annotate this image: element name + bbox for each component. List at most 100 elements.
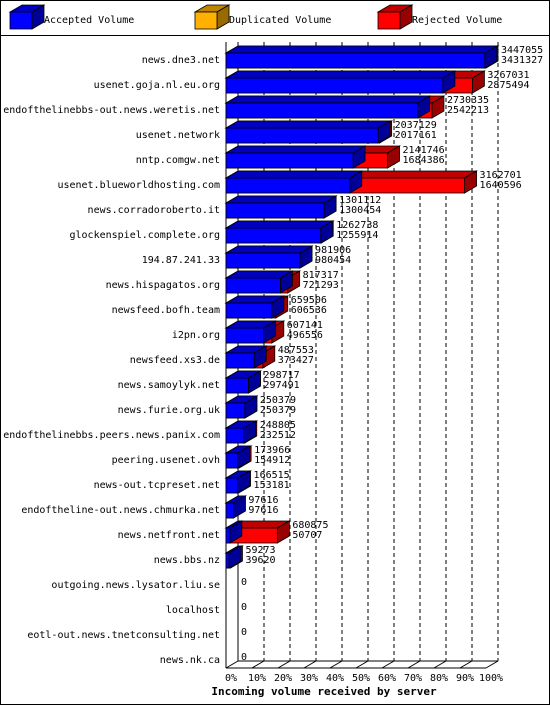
accepted-bar-face xyxy=(225,77,444,94)
value-label: 50707 xyxy=(292,530,322,541)
accepted-bar-face xyxy=(224,45,499,54)
tick-mark xyxy=(329,660,343,669)
accepted-bar-face xyxy=(225,327,264,344)
value-label: 496556 xyxy=(287,330,323,341)
value-label: 680875 xyxy=(292,520,328,531)
accepted-bar xyxy=(224,495,247,519)
value-label: 1262738 xyxy=(336,220,378,231)
y-tick-label: newsfeed.xs3.de xyxy=(130,355,220,366)
accepted-bar-face xyxy=(225,177,351,194)
accepted-bar-face xyxy=(224,145,367,154)
value-label: 0 xyxy=(241,602,247,613)
accepted-bar-face xyxy=(225,377,249,394)
accepted-bar-face xyxy=(225,402,246,419)
y-tick-label: glockenspiel.complete.org xyxy=(69,230,220,241)
accepted-bar-face xyxy=(224,120,392,129)
accepted-bar-face xyxy=(225,502,234,519)
accepted-bar-face xyxy=(225,552,230,569)
y-tick-label: news-out.tcpreset.net xyxy=(94,480,220,491)
accepted-bar-face xyxy=(225,277,281,294)
value-label: 3431327 xyxy=(501,55,543,66)
accepted-bar xyxy=(224,220,335,244)
value-label: 1640596 xyxy=(480,180,522,191)
accepted-bar-face xyxy=(225,127,379,144)
accepted-bar-face xyxy=(225,477,238,494)
accepted-bar-face xyxy=(225,102,419,119)
accepted-bar xyxy=(224,145,367,169)
value-label: 0 xyxy=(241,577,247,588)
y-tick-label: peering.usenet.ovh xyxy=(112,455,220,466)
x-tick-label: 0% xyxy=(225,673,237,684)
accepted-bar-face xyxy=(224,70,457,79)
y-tick-label: 194.87.241.33 xyxy=(142,255,220,266)
accepted-bar-face xyxy=(225,202,325,219)
accepted-bar xyxy=(224,520,244,544)
value-label: 250379 xyxy=(260,405,296,416)
value-label: 0 xyxy=(241,652,247,663)
y-tick-label: endoftheline-out.news.chmurka.net xyxy=(21,505,220,516)
accepted-bar xyxy=(224,245,314,269)
x-tick-label: 100% xyxy=(479,673,503,684)
accepted-bar xyxy=(224,295,286,319)
y-tick-label: news.furie.org.uk xyxy=(118,405,220,416)
value-label: 39620 xyxy=(245,555,275,566)
y-tick-label: newsfeed.bofh.team xyxy=(112,305,220,316)
accepted-bar xyxy=(224,345,268,369)
value-label: 1301112 xyxy=(339,195,381,206)
value-label: 2017161 xyxy=(395,130,437,141)
y-tick-label: news.dne3.net xyxy=(142,55,220,66)
value-label: 297491 xyxy=(264,380,300,391)
y-tick-label: news.hispagatos.org xyxy=(106,280,220,291)
y-tick-label: eotl-out.news.tnetconsulting.net xyxy=(27,630,220,641)
y-tick-label: localhost xyxy=(166,605,220,616)
accepted-bar-face xyxy=(225,227,322,244)
tick-mark xyxy=(433,660,447,669)
tick-mark xyxy=(407,660,421,669)
legend-swatch-face xyxy=(9,11,33,30)
value-label: 2542213 xyxy=(447,105,489,116)
y-tick-label: news.samoylyk.net xyxy=(118,380,220,391)
value-label: 3267031 xyxy=(487,70,529,81)
accepted-bar-face xyxy=(225,302,273,319)
value-label: 250379 xyxy=(260,395,296,406)
value-label: 2875494 xyxy=(487,80,529,91)
x-tick-label: 20% xyxy=(274,673,292,684)
accepted-bar xyxy=(224,445,252,469)
value-label: 373427 xyxy=(278,355,314,366)
value-label: 487553 xyxy=(278,345,314,356)
accepted-bar xyxy=(224,270,294,294)
value-label: 166515 xyxy=(254,470,290,481)
legend-swatch xyxy=(376,4,414,30)
accepted-bar-face xyxy=(225,52,486,69)
legend-swatch xyxy=(8,4,46,30)
x-tick-label: 50% xyxy=(352,673,370,684)
value-label: 817317 xyxy=(303,270,339,281)
x-tick-label: 70% xyxy=(404,673,422,684)
y-tick-label: i2pn.org xyxy=(172,330,220,341)
value-label: 659506 xyxy=(291,295,327,306)
x-tick-label: 80% xyxy=(430,673,448,684)
accepted-bar xyxy=(224,45,499,69)
x-tick-label: 90% xyxy=(456,673,474,684)
legend-label: Rejected Volume xyxy=(412,15,502,26)
value-label: 3447055 xyxy=(501,45,543,56)
value-label: 97616 xyxy=(248,505,278,516)
tick-mark xyxy=(303,660,317,669)
y-tick-label: news.bbs.nz xyxy=(154,555,220,566)
legend-swatch-face xyxy=(194,11,218,30)
legend-swatch-face xyxy=(377,11,401,30)
value-label: 232512 xyxy=(260,430,296,441)
value-label: 153181 xyxy=(254,480,290,491)
y-tick-label: outgoing.news.lysator.liu.se xyxy=(51,580,220,591)
y-tick-label: nntp.comgw.net xyxy=(136,155,220,166)
y-tick-label: news.netfront.net xyxy=(118,530,220,541)
value-label: 1300454 xyxy=(339,205,381,216)
accepted-bar xyxy=(224,420,258,444)
tick-mark xyxy=(251,660,265,669)
accepted-bar xyxy=(224,95,432,119)
accepted-bar-face xyxy=(224,95,432,104)
y-tick-label: usenet.network xyxy=(136,130,220,141)
value-label: 173966 xyxy=(254,445,290,456)
value-label: 2730335 xyxy=(447,95,489,106)
